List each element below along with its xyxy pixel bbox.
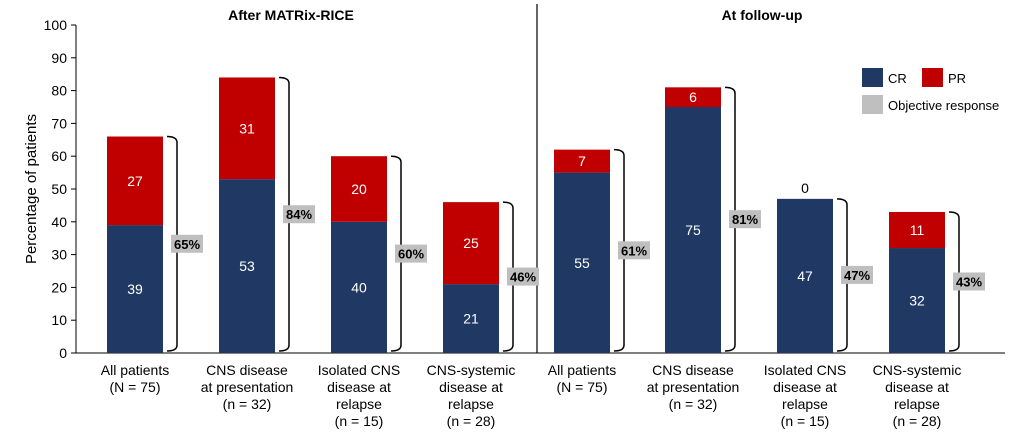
bar-cr-label: 75 xyxy=(685,222,701,238)
category-label: disease at xyxy=(885,379,949,395)
bar-cr xyxy=(107,225,163,353)
category-label: Isolated CNS xyxy=(764,362,846,378)
bar-cr-label: 32 xyxy=(909,293,925,309)
legend-swatch-pr xyxy=(922,68,943,87)
bar-pr-label: 6 xyxy=(689,89,697,105)
bar-pr-label: 31 xyxy=(239,120,255,136)
category-label: Isolated CNS xyxy=(318,362,400,378)
bar-cr-label: 40 xyxy=(351,279,367,295)
bar-pr-label: 11 xyxy=(910,222,925,238)
panel-title: After MATRix-RICE xyxy=(228,7,354,23)
objective-response-label: 81% xyxy=(732,212,758,227)
category-label: (n = 15) xyxy=(335,413,384,429)
y-tick-label: 10 xyxy=(51,312,67,328)
bar-pr xyxy=(889,211,945,249)
objective-response-label: 60% xyxy=(398,247,424,262)
objective-response-label: 43% xyxy=(956,274,982,289)
category-label: at presentation xyxy=(647,379,740,395)
category-label: disease at xyxy=(773,379,837,395)
y-tick-label: 60 xyxy=(51,148,67,164)
bar-cr xyxy=(777,198,833,353)
category-label: CNS disease xyxy=(652,362,734,378)
category-label: (n = 32) xyxy=(223,396,272,412)
bar-pr-label: 0 xyxy=(801,180,809,196)
category-label: at presentation xyxy=(201,379,294,395)
objective-response-badge xyxy=(953,272,985,291)
bar-cr xyxy=(443,284,499,353)
category-label: (n = 15) xyxy=(781,413,830,429)
panel-title: At follow-up xyxy=(722,7,803,23)
bar-cr-label: 21 xyxy=(463,311,479,327)
y-tick-label: 100 xyxy=(44,17,68,33)
y-tick-label: 20 xyxy=(51,279,67,295)
y-tick-label: 70 xyxy=(51,115,67,131)
bar-pr xyxy=(331,156,387,222)
legend-label-objective: Objective response xyxy=(888,98,999,113)
y-tick-label: 0 xyxy=(59,345,67,361)
bar-pr-label: 20 xyxy=(351,181,367,197)
objective-response-badge xyxy=(395,244,427,263)
bar-cr xyxy=(554,172,610,353)
category-label: (n = 32) xyxy=(669,396,718,412)
legend-label-cr: CR xyxy=(888,71,907,86)
y-tick-label: 40 xyxy=(51,214,67,230)
objective-response-badge xyxy=(283,205,315,224)
bar-pr xyxy=(443,202,499,285)
category-label: (n = 28) xyxy=(893,413,942,429)
bar-cr xyxy=(665,107,721,353)
objective-response-badge xyxy=(171,234,203,253)
legend-label-pr: PR xyxy=(948,71,966,86)
category-label: CNS-systemic xyxy=(873,362,962,378)
category-label: relapse xyxy=(782,396,828,412)
bar-pr-label: 27 xyxy=(127,173,143,189)
category-label: (n = 28) xyxy=(447,413,496,429)
category-label: relapse xyxy=(894,396,940,412)
legend-swatch-objective xyxy=(862,95,883,114)
category-label: All patients xyxy=(548,362,616,378)
category-label: (N = 75) xyxy=(557,379,608,395)
bar-pr xyxy=(219,77,275,180)
y-axis-label: Percentage of patients xyxy=(23,114,40,264)
objective-response-label: 47% xyxy=(844,268,870,283)
bar-cr-label: 53 xyxy=(239,258,255,274)
bar-cr-label: 55 xyxy=(574,255,590,271)
category-label: All patients xyxy=(101,362,169,378)
objective-response-label: 84% xyxy=(286,207,312,222)
objective-response-label: 61% xyxy=(621,243,647,258)
y-tick-label: 30 xyxy=(51,247,67,263)
bar-cr xyxy=(219,179,275,353)
bar-pr xyxy=(665,87,721,107)
y-tick-label: 90 xyxy=(51,50,67,66)
objective-response-badge xyxy=(618,241,650,260)
objective-response-label: 46% xyxy=(510,270,536,285)
bar-pr xyxy=(107,136,163,226)
bar-pr-label: 25 xyxy=(463,235,479,251)
category-label: disease at xyxy=(327,379,391,395)
bar-cr-label: 39 xyxy=(127,281,143,297)
category-label: relapse xyxy=(336,396,382,412)
category-label: CNS-systemic xyxy=(427,362,516,378)
category-label: CNS disease xyxy=(206,362,288,378)
y-tick-label: 50 xyxy=(51,181,67,197)
objective-response-label: 65% xyxy=(174,237,200,252)
y-tick-label: 80 xyxy=(51,83,67,99)
bar-cr xyxy=(331,221,387,353)
category-label: disease at xyxy=(439,379,503,395)
bar-cr-label: 47 xyxy=(797,268,813,284)
bar-cr xyxy=(889,248,945,353)
objective-response-badge xyxy=(841,265,873,284)
legend-swatch-cr xyxy=(862,68,883,87)
objective-response-badge xyxy=(729,210,761,229)
bar-pr-label: 7 xyxy=(578,153,586,169)
bar-pr xyxy=(554,149,610,173)
category-label: (N = 75) xyxy=(110,379,161,395)
objective-response-badge xyxy=(507,267,539,286)
category-label: relapse xyxy=(448,396,494,412)
